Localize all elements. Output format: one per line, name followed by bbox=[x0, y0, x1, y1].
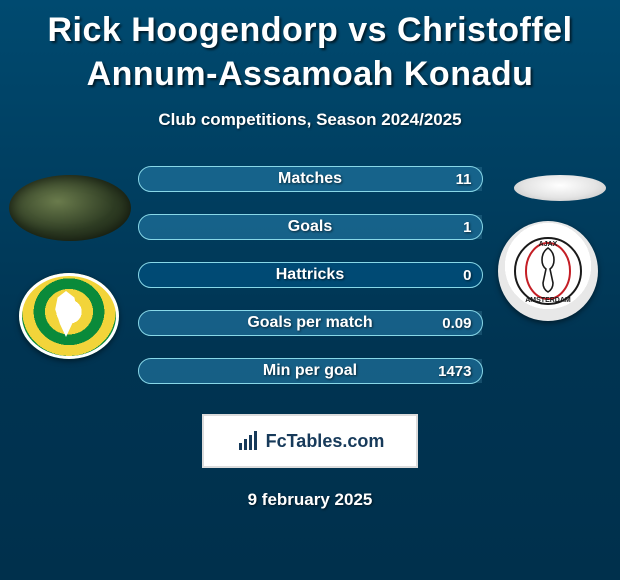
stat-value: 11 bbox=[456, 171, 472, 188]
date-label: 9 february 2025 bbox=[12, 490, 608, 510]
stat-label: Matches bbox=[139, 170, 482, 188]
stat-value: 1473 bbox=[438, 363, 471, 380]
stat-row: Hattricks0 bbox=[138, 262, 483, 288]
subtitle: Club competitions, Season 2024/2025 bbox=[12, 110, 608, 130]
stat-label: Hattricks bbox=[139, 266, 482, 284]
stat-value: 0 bbox=[463, 267, 471, 284]
source-logo-text: FcTables.com bbox=[266, 431, 385, 452]
stat-value: 0.09 bbox=[442, 315, 471, 332]
player-compare-card: Rick Hoogendorp vs Christoffel Annum-Ass… bbox=[0, 0, 620, 580]
stat-value: 1 bbox=[463, 219, 471, 236]
bar-chart-icon bbox=[236, 429, 260, 453]
stat-row: Goals per match0.09 bbox=[138, 310, 483, 336]
stats-list: Matches11 Goals1 Hattricks0 Goals per match… bbox=[12, 166, 608, 384]
stat-label: Min per goal bbox=[139, 362, 482, 380]
stat-row: Goals1 bbox=[138, 214, 483, 240]
stat-row: Matches11 bbox=[138, 166, 483, 192]
stat-label: Goals per match bbox=[139, 314, 482, 332]
stat-row: Min per goal1473 bbox=[138, 358, 483, 384]
source-logo[interactable]: FcTables.com bbox=[202, 414, 418, 468]
page-title: Rick Hoogendorp vs Christoffel Annum-Ass… bbox=[16, 8, 604, 96]
stat-label: Goals bbox=[139, 218, 482, 236]
